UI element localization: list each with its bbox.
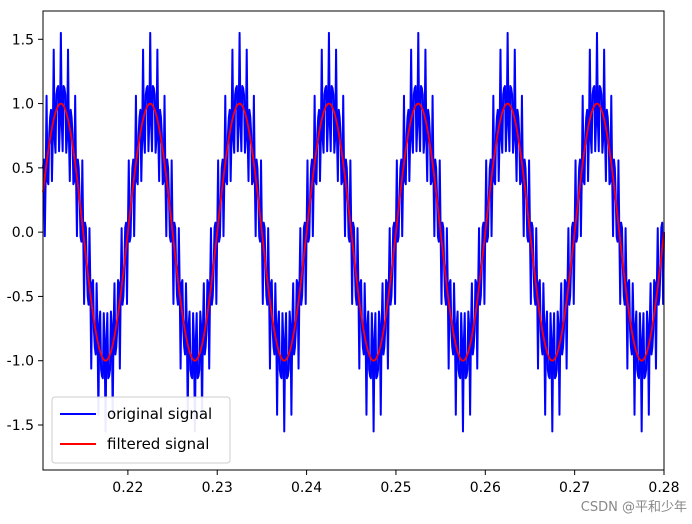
x-tick-label: 0.26 [470,480,501,496]
x-axis: 0.22 0.23 0.24 0.25 0.26 0.27 0.28 [112,470,680,496]
x-tick-label: 0.25 [380,480,411,496]
y-tick-label: -0.5 [7,289,34,305]
y-tick-label: 1.5 [12,32,34,48]
x-tick-label: 0.27 [559,480,590,496]
x-tick-label: 0.23 [202,480,233,496]
y-tick-label: 0.0 [12,225,34,241]
legend: original signal filtered signal [51,396,231,464]
y-tick-label: -1.0 [7,354,34,370]
y-axis: 1.5 1.0 0.5 0.0 -0.5 -1.0 -1.5 [7,32,43,434]
legend-box [51,396,231,464]
x-tick-label: 0.22 [112,480,143,496]
x-tick-label: 0.24 [291,480,322,496]
plot-frame [42,10,665,471]
series-line-original-signal [42,31,665,433]
legend-label-filtered-signal: filtered signal [107,435,209,453]
series-layer [42,31,665,433]
y-tick-label: 1.0 [12,97,34,113]
x-tick-label: 0.28 [648,480,679,496]
y-tick-label: -1.5 [7,418,34,434]
y-tick-label: 0.5 [12,161,34,177]
watermark: CSDN @平和少年 [581,500,687,515]
series-line-filtered-signal [42,102,665,362]
legend-label-original-signal: original signal [107,405,212,423]
